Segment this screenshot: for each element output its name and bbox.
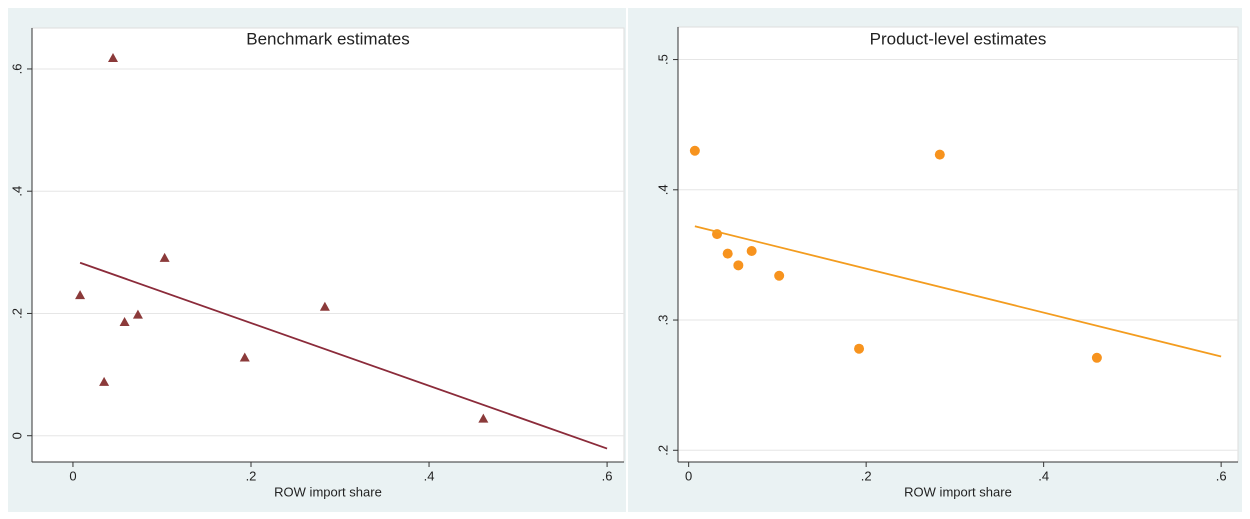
y-tick-label: .6 (9, 64, 24, 75)
point (934, 149, 945, 160)
point (319, 301, 330, 311)
point (478, 413, 489, 423)
y-tick-label: 0 (9, 432, 24, 439)
point (854, 343, 865, 354)
point (119, 317, 130, 327)
x-tick-label: 0 (685, 468, 692, 483)
point (1091, 352, 1102, 363)
point (722, 248, 733, 259)
chart-title: Product-level estimates (870, 29, 1047, 48)
x-tick-label: .2 (246, 468, 257, 483)
point (689, 145, 700, 156)
point (746, 246, 757, 257)
point (108, 52, 119, 62)
y-tick-label: .3 (655, 315, 670, 326)
y-tick-label: .4 (655, 184, 670, 195)
x-axis-label: ROW import share (274, 484, 382, 499)
x-tick-label: .4 (1038, 468, 1049, 483)
point (99, 376, 110, 386)
fit-line (694, 225, 1222, 358)
x-tick-label: .2 (861, 468, 872, 483)
point (132, 309, 143, 319)
chart-title: Benchmark estimates (246, 29, 409, 48)
x-tick-label: .4 (424, 468, 435, 483)
point (733, 260, 744, 271)
x-tick-label: 0 (69, 468, 76, 483)
x-tick-label: .6 (602, 468, 613, 483)
plot-area (31, 27, 625, 463)
fit-line (79, 261, 608, 450)
point (239, 352, 250, 362)
y-tick-label: .2 (9, 308, 24, 319)
x-tick-label: .6 (1216, 468, 1227, 483)
point (159, 252, 170, 262)
plot-area (677, 26, 1239, 463)
y-tick-label: .2 (655, 445, 670, 456)
y-tick-label: .5 (655, 54, 670, 65)
x-axis-label: ROW import share (904, 484, 1012, 499)
point (75, 290, 86, 300)
point (774, 270, 785, 281)
y-tick-label: .4 (9, 186, 24, 197)
